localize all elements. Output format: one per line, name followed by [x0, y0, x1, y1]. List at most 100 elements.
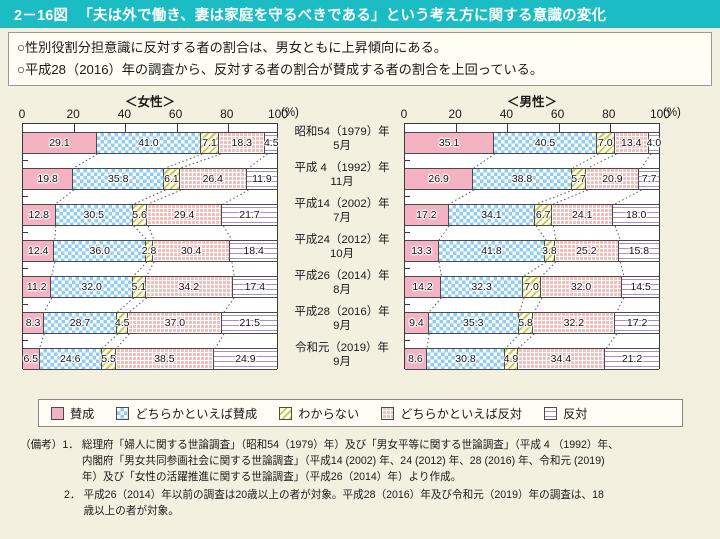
- bar-segment-わからない: 5.5: [101, 349, 117, 370]
- bar-segment-賛成: 35.1: [405, 133, 495, 154]
- bar-segment-value: 7.7: [641, 173, 657, 186]
- bar-segment-反対: 14.5: [622, 277, 659, 298]
- category-label-year: 平成26（2014）年: [294, 270, 390, 283]
- axis-gridline-top: [609, 124, 611, 134]
- panel-title-men: ＜男性＞: [506, 95, 557, 110]
- stacked-bar: 35.1 40.5 7.0 13.4 4.0: [405, 132, 661, 155]
- figure-notes: （備考） 1． 総理府「婦人に関する世論調査」（昭和54（1979）年）及び「男…: [20, 438, 710, 519]
- bar-segment-value: 32.0: [81, 281, 102, 294]
- axis-tick-women-0: 0: [18, 107, 26, 122]
- axis-gridline-top: [227, 124, 229, 134]
- bar-segment-どちらかといえば賛成: 35.3: [428, 313, 519, 334]
- bar-segment-賛成: 13.3: [405, 241, 439, 262]
- category-label-3: 平成14（2002）年 7月: [283, 198, 401, 225]
- bar-segment-わからない: 5.6: [132, 205, 148, 226]
- note-2-line-1: 平成26（2014）年以前の調査は20歳以上の者が対象。平成28（2016）年及…: [83, 488, 604, 501]
- axis-tick-men-60: 60: [550, 107, 565, 122]
- bar-segment-どちらかといえば反対: 30.4: [153, 241, 231, 262]
- axis-tick-men-80: 80: [602, 107, 616, 122]
- bar-segment-value: 36.0: [89, 245, 110, 258]
- row-separator-tick: [405, 340, 410, 342]
- notes-label: （備考）: [20, 439, 63, 451]
- category-label-year: 平成28（2016）年: [294, 306, 390, 319]
- bar-segment-反対: 24.9: [213, 349, 278, 370]
- bar-segment-どちらかといえば賛成: 38.8: [473, 169, 572, 190]
- bar-segment-反対: 17.4: [232, 277, 277, 298]
- bar-segment-どちらかといえば賛成: 41.0: [96, 133, 201, 154]
- bar-segment-どちらかといえば反対: 38.5: [116, 349, 214, 370]
- bar-segment-value: 32.0: [570, 281, 592, 294]
- axis-tick-women-40: 40: [117, 107, 132, 122]
- bar-segment-value: 24.6: [60, 353, 81, 366]
- category-label-year: 昭和54（1979）年: [294, 126, 390, 139]
- bar-segment-どちらかといえば反対: 37.0: [128, 313, 223, 334]
- bar-segment-value: 18.0: [625, 209, 647, 222]
- axis-unit-men: (%): [663, 107, 681, 120]
- bar-segment-どちらかといえば反対: 26.4: [179, 169, 247, 190]
- legend-label-dont_know: わからない: [298, 407, 360, 421]
- bar-segment-どちらかといえば反対: 34.2: [145, 277, 233, 298]
- axis-gridline-top: [176, 124, 178, 134]
- stacked-bar: 8.3 28.7 4.5 37.0 21.5: [23, 312, 277, 335]
- bar-segment-value: 26.4: [202, 173, 224, 186]
- legend-item-dont_know[interactable]: わからない: [279, 404, 359, 422]
- axis-tick-women-60: 60: [168, 107, 183, 122]
- summary-line-1: ○性別役割分担意識に反対する者の割合は、男女ともに上昇傾向にある。: [17, 40, 447, 55]
- legend-item-somewhat_agree[interactable]: どちらかといえば賛成: [116, 404, 257, 422]
- category-label-month: 9月: [333, 319, 351, 332]
- row-separator-tick: [405, 232, 410, 234]
- bar-segment-賛成: 19.8: [23, 169, 74, 190]
- legend-item-disagree[interactable]: 反対: [544, 404, 587, 422]
- bar-segment-賛成: 29.1: [23, 133, 97, 154]
- plot-area-women: 29.1 41.0 7.1 18.3 4.5 19.8 35.8 6.1 26.4 11.9 12.…: [22, 123, 279, 371]
- legend-swatch-agree: [51, 406, 64, 420]
- bar-segment-value: 41.0: [138, 137, 159, 150]
- legend-swatch-somewhat_disagree: [381, 406, 395, 420]
- bar-segment-value: 30.5: [83, 209, 104, 222]
- note-1: （備考） 1． 総理府「婦人に関する世論調査」（昭和54（1979）年）及び「男…: [20, 438, 710, 486]
- bar-segment-value: 17.2: [416, 209, 437, 222]
- bar-segment-どちらかといえば反対: 25.2: [554, 241, 619, 262]
- bar-segment-value: 35.8: [108, 173, 129, 186]
- row-separator-tick: [405, 160, 410, 162]
- axis-tick-men-40: 40: [499, 107, 514, 122]
- note-1-number: 1．: [62, 439, 79, 451]
- bar-segment-value: 2.8: [141, 245, 157, 258]
- bar-segment-value: 5.7: [571, 173, 586, 186]
- row-separator-tick: [23, 160, 28, 162]
- bar-segment-反対: 11.9: [246, 169, 278, 190]
- bar-segment-賛成: 17.2: [405, 205, 449, 226]
- bar-segment-わからない: 6.1: [164, 169, 180, 190]
- stacked-bar: 29.1 41.0 7.1 18.3 4.5: [23, 132, 279, 155]
- bar-segment-反対: 15.8: [618, 241, 659, 262]
- legend-item-somewhat_disagree[interactable]: どちらかといえば反対: [381, 404, 522, 422]
- bar-segment-value: 38.8: [511, 173, 533, 186]
- bar-segment-value: 24.9: [235, 353, 256, 366]
- bar-segment-value: 34.1: [481, 209, 502, 222]
- stacked-bar: 6.5 24.6 5.5 38.5 24.9: [23, 348, 278, 371]
- stacked-bar: 11.2 32.0 5.1 34.2 17.4: [23, 276, 277, 299]
- bar-segment-value: 29.1: [49, 137, 70, 150]
- bar-segment-value: 30.8: [455, 353, 476, 366]
- bar-segment-value: 25.2: [576, 245, 597, 258]
- stacked-bar: 19.8 35.8 6.1 26.4 11.9: [23, 168, 278, 191]
- bar-segment-どちらかといえば賛成: 32.3: [441, 277, 524, 298]
- bar-segment-反対: 18.4: [230, 241, 277, 262]
- figure-title-bar: 2－16図 「夫は外で働き、妻は家庭を守るべきである」という考え方に関する意識の…: [0, 0, 720, 28]
- bar-segment-わからない: 4.5: [115, 313, 130, 334]
- legend-label-agree: 賛成: [70, 407, 95, 421]
- bar-segment-value: 5.6: [132, 209, 147, 222]
- legend-item-agree[interactable]: 賛成: [51, 404, 94, 422]
- bar-segment-value: 8.6: [408, 353, 423, 366]
- bar-segment-value: 14.2: [412, 281, 433, 294]
- bar-segment-反対: 4.0: [647, 133, 661, 154]
- bar-segment-value: 17.4: [244, 281, 266, 294]
- category-label-6: 平成28（2016）年 9月: [283, 306, 401, 333]
- bar-segment-どちらかといえば賛成: 30.5: [55, 205, 133, 226]
- bar-segment-反対: 21.5: [222, 313, 277, 334]
- note-2-body: 平成26（2014）年以前の調査は20歳以上の者が対象。平成28（2016）年及…: [84, 488, 711, 520]
- bar-segment-value: 13.3: [411, 245, 432, 258]
- bar-segment-わからない: 7.0: [596, 133, 615, 154]
- bar-segment-value: 37.0: [164, 317, 186, 330]
- axis-gridline-top: [558, 124, 560, 134]
